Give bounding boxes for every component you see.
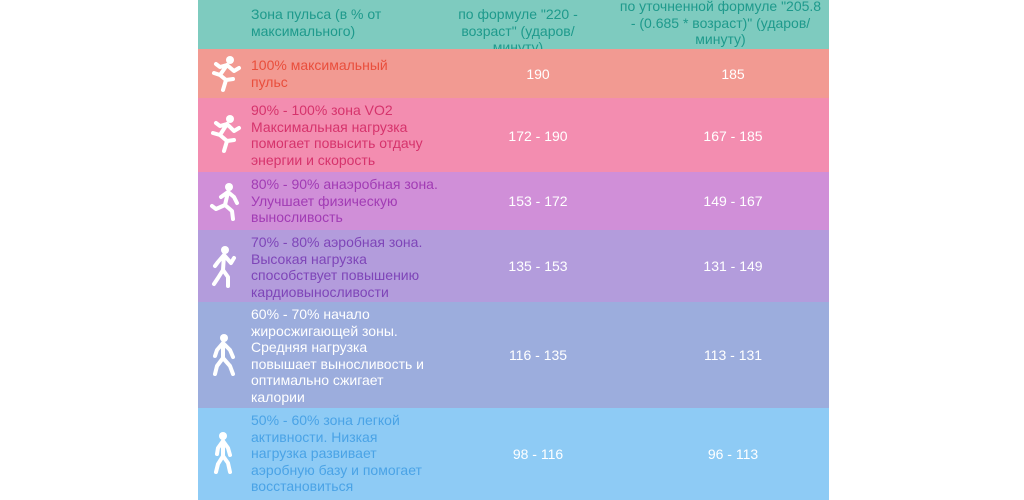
zone-description: 80% - 90% анаэробная зона. Улучшает физи… [251, 176, 438, 225]
jogger-icon [206, 244, 242, 293]
heart-rate-zone-table: Зона пульса (в % от максимального) по фо… [198, 0, 829, 500]
walker-icon [206, 332, 242, 381]
formula1-value: 98 - 116 [512, 446, 564, 462]
formula1-value: 153 - 172 [508, 193, 568, 209]
formula1-value: 190 [526, 66, 550, 82]
table-row: 50% - 60% зона легкой активности. Низкая… [198, 408, 829, 500]
table-row: 60% - 70% начало жиросжигающей зоны. Сре… [198, 302, 829, 408]
zone-description: 60% - 70% начало жиросжигающей зоны. Сре… [251, 306, 424, 405]
formula2-value: 96 - 113 [707, 446, 759, 462]
table-row: 70% - 80% аэробная зона. Высокая нагрузк… [198, 230, 829, 302]
zone-description: 70% - 80% аэробная зона. Высокая нагрузк… [251, 234, 423, 300]
walker-icon [206, 430, 242, 479]
formula2-value: 185 [721, 66, 745, 82]
formula1-value: 172 - 190 [508, 128, 568, 144]
runner-sprint-icon [206, 55, 242, 98]
formula1-value: 135 - 153 [508, 258, 568, 274]
formula2-value: 149 - 167 [703, 193, 763, 209]
formula2-value: 167 - 185 [703, 128, 763, 144]
runner-sprint-icon [206, 114, 242, 159]
table-row: 80% - 90% анаэробная зона. Улучшает физи… [198, 172, 829, 230]
formula1-value: 116 - 135 [508, 347, 568, 363]
formula2-value: 131 - 149 [703, 258, 763, 274]
zone-description: 90% - 100% зона VO2 Максимальная нагрузк… [251, 102, 423, 168]
zone-description: 50% - 60% зона легкой активности. Низкая… [251, 412, 422, 494]
table-header: Зона пульса (в % от максимального) по фо… [198, 0, 829, 55]
table-row: 90% - 100% зона VO2 Максимальная нагрузк… [198, 98, 829, 172]
zone-description: 100% максимальный пульс [251, 57, 388, 90]
formula2-column-header: по уточненной формуле "205.8 - (0.685 * … [619, 0, 822, 47]
table-row: 100% максимальный пульс 190 185 [198, 49, 829, 98]
formula2-value: 113 - 131 [703, 347, 763, 363]
zone-column-header: Зона пульса (в % от максимального) [251, 6, 382, 39]
runner-icon [206, 181, 242, 226]
